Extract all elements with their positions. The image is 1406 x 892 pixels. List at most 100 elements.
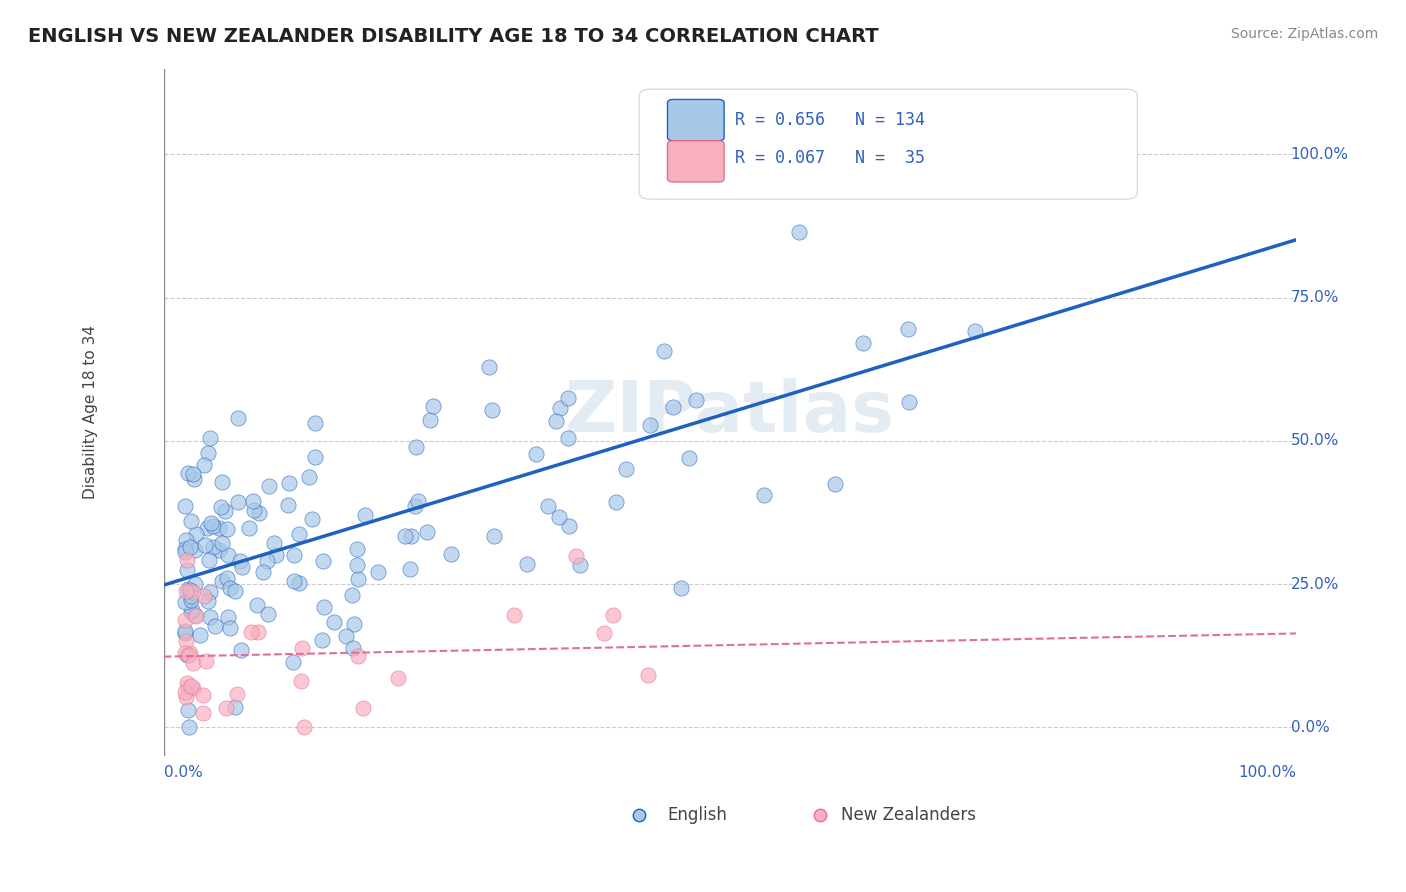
Point — [557, 432, 579, 446]
Point — [290, 674, 312, 689]
Point — [557, 391, 579, 405]
Point — [191, 689, 214, 703]
Point — [202, 540, 225, 554]
Point — [294, 721, 316, 735]
Point — [277, 499, 299, 513]
Point — [176, 533, 198, 547]
Point — [291, 640, 314, 655]
Point — [211, 536, 233, 550]
Point — [180, 589, 202, 603]
Point — [215, 700, 238, 714]
Point — [184, 527, 207, 541]
Point — [217, 571, 239, 585]
Point — [177, 582, 200, 596]
Point — [229, 554, 252, 568]
Point — [484, 529, 506, 543]
Point — [401, 529, 423, 543]
Point — [202, 519, 225, 533]
Point — [173, 545, 195, 559]
Point — [311, 554, 333, 568]
Point — [238, 520, 260, 534]
Point — [179, 540, 201, 554]
Point — [394, 529, 416, 543]
Point — [181, 657, 204, 671]
Point — [264, 548, 287, 562]
Point — [824, 476, 846, 491]
Point — [174, 624, 197, 639]
Point — [387, 671, 409, 685]
Point — [198, 610, 221, 624]
Point — [342, 641, 364, 656]
Point — [174, 690, 197, 704]
Point — [204, 618, 226, 632]
Point — [619, 769, 641, 783]
Point — [181, 603, 204, 617]
Point — [614, 462, 637, 476]
Point — [256, 607, 278, 622]
Point — [346, 541, 368, 556]
Point — [288, 575, 311, 590]
Point — [547, 509, 569, 524]
Point — [367, 566, 389, 580]
Text: R = 0.656   N = 134: R = 0.656 N = 134 — [735, 112, 925, 129]
Point — [637, 668, 659, 682]
Point — [343, 616, 366, 631]
Text: 100.0%: 100.0% — [1237, 764, 1296, 780]
Point — [211, 475, 233, 489]
Point — [257, 478, 280, 492]
Point — [194, 538, 217, 552]
Text: 75.0%: 75.0% — [1291, 290, 1339, 305]
Point — [246, 599, 269, 613]
Point — [335, 629, 357, 643]
Text: Disability Age 18 to 34: Disability Age 18 to 34 — [83, 326, 97, 500]
Point — [174, 541, 197, 556]
Point — [304, 416, 326, 430]
Point — [198, 585, 221, 599]
Point — [569, 558, 592, 572]
Point — [174, 499, 197, 513]
Point — [685, 392, 707, 407]
Point — [219, 621, 242, 635]
Point — [346, 648, 368, 663]
Point — [179, 646, 201, 660]
Point — [852, 335, 875, 350]
Point — [193, 589, 215, 603]
Point — [208, 521, 231, 535]
Point — [181, 681, 204, 696]
Point — [240, 624, 263, 639]
Point — [516, 558, 538, 572]
Point — [176, 703, 198, 717]
Point — [226, 494, 249, 508]
Point — [405, 440, 427, 454]
Text: ENGLISH VS NEW ZEALANDER DISABILITY AGE 18 TO 34 CORRELATION CHART: ENGLISH VS NEW ZEALANDER DISABILITY AGE … — [28, 27, 879, 45]
Point — [174, 634, 197, 648]
Point — [787, 769, 810, 783]
Point — [247, 624, 270, 639]
Point — [896, 322, 918, 336]
Point — [208, 542, 231, 557]
Point — [181, 467, 204, 482]
Text: 0.0%: 0.0% — [163, 764, 202, 780]
Point — [179, 583, 201, 598]
Point — [217, 549, 239, 563]
Point — [593, 625, 616, 640]
Point — [678, 450, 700, 465]
Point — [416, 525, 439, 540]
Point — [228, 410, 250, 425]
Point — [669, 581, 692, 595]
Point — [283, 548, 305, 562]
Text: 0.0%: 0.0% — [1291, 720, 1329, 735]
Point — [481, 402, 503, 417]
Point — [404, 500, 426, 514]
Point — [323, 615, 346, 629]
Point — [219, 581, 242, 595]
Text: English: English — [668, 805, 727, 823]
Point — [602, 607, 624, 622]
Text: 25.0%: 25.0% — [1291, 577, 1339, 591]
Point — [174, 685, 197, 699]
Point — [177, 680, 200, 694]
Point — [217, 609, 239, 624]
Point — [184, 607, 207, 622]
Point — [173, 625, 195, 640]
Point — [288, 527, 311, 541]
